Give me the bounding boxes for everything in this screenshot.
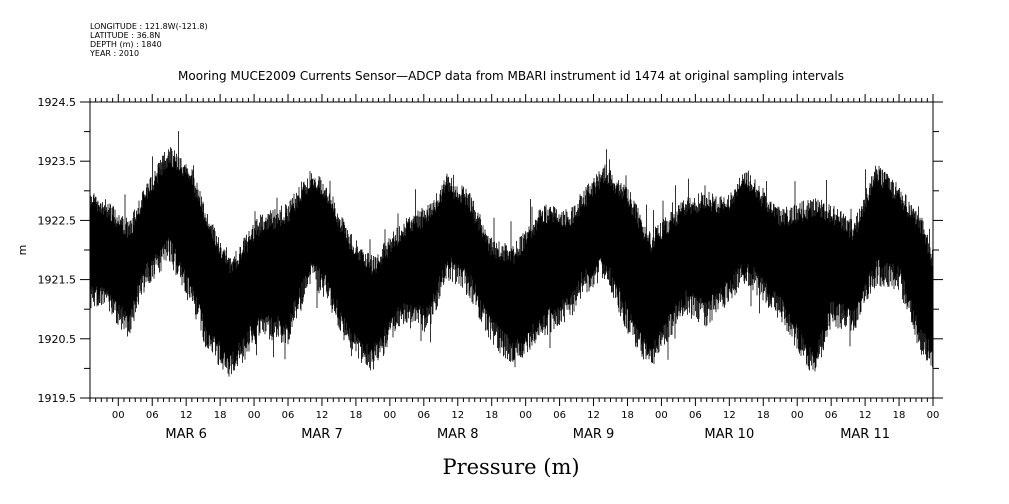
x-hour-label: 18 (350, 410, 363, 421)
x-hour-label: 06 (553, 410, 566, 421)
y-tick-label: 1923.5 (38, 155, 77, 168)
y-axis-label: m (16, 245, 29, 256)
x-hour-label: 18 (485, 410, 498, 421)
x-hour-label: 12 (723, 410, 736, 421)
x-hour-label: 18 (214, 410, 227, 421)
y-axis: 1919.5 1920.5 1921.5 1922.5 1923.5 1924.5 (38, 96, 943, 405)
x-hour-label: 00 (655, 410, 668, 421)
x-hour-label: 12 (451, 410, 464, 421)
y-tick-label: 1920.5 (38, 333, 77, 346)
x-hour-label: 18 (757, 410, 770, 421)
x-hour-label: 00 (519, 410, 532, 421)
x-hour-label: 06 (825, 410, 838, 421)
x-hour-label: 00 (248, 410, 261, 421)
x-day-label: MAR 11 (840, 427, 890, 442)
x-hour-label: 06 (689, 410, 702, 421)
longitude-text: LONGITUDE : 121.8W(-121.8) (90, 22, 208, 31)
x-day-label: MAR 9 (573, 427, 615, 442)
y-tick-label: 1919.5 (38, 392, 77, 405)
x-hour-label: 12 (180, 410, 193, 421)
x-axis-label: Pressure (m) (442, 455, 579, 479)
x-hour-label: 00 (112, 410, 125, 421)
metadata-block: LONGITUDE : 121.8W(-121.8) LATITUDE : 36… (90, 22, 208, 58)
x-hour-label: 18 (893, 410, 906, 421)
x-hour-label: 18 (621, 410, 634, 421)
x-day-label: MAR 6 (165, 427, 207, 442)
x-hour-label: 06 (417, 410, 430, 421)
x-hour-label: 06 (282, 410, 295, 421)
x-hour-label: 00 (383, 410, 396, 421)
year-text: YEAR : 2010 (90, 49, 140, 58)
y-tick-label: 1922.5 (38, 214, 77, 227)
x-hour-label: 12 (859, 410, 872, 421)
y-tick-label: 1924.5 (38, 96, 77, 109)
x-hour-label: 12 (587, 410, 600, 421)
x-hour-label: 06 (146, 410, 159, 421)
x-day-label: MAR 10 (704, 427, 754, 442)
depth-text: DEPTH (m) : 1840 (90, 40, 162, 49)
x-hour-label: 00 (791, 410, 804, 421)
latitude-text: LATITUDE : 36.8N (90, 31, 161, 40)
chart-title: Mooring MUCE2009 Currents Sensor—ADCP da… (178, 69, 844, 83)
x-axis: 00 06 12 18 00 06 12 18 00 06 12 18 00 06 12 18 00 06 12 18… (89, 94, 940, 442)
series-band-group (89, 131, 934, 377)
series-band (89, 131, 934, 377)
y-tick-label: 1921.5 (38, 274, 77, 287)
x-hour-label: 12 (316, 410, 329, 421)
x-day-label: MAR 7 (301, 427, 343, 442)
x-hour-label: 00 (927, 410, 940, 421)
x-day-label: MAR 8 (437, 427, 479, 442)
